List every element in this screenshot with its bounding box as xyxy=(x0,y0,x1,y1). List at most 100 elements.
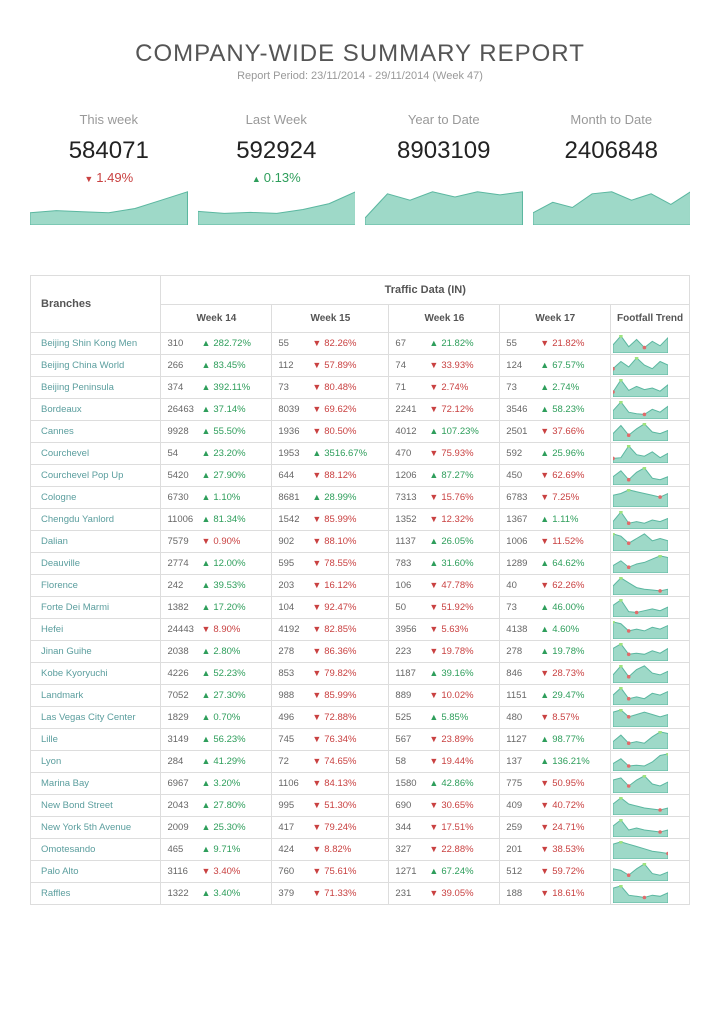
cell-pct: 51.92% xyxy=(429,602,473,613)
value-cell: 118739.16% xyxy=(389,663,500,685)
mini-sparkline xyxy=(613,687,668,705)
cell-number: 783 xyxy=(395,558,427,569)
value-cell: 992855.50% xyxy=(161,421,272,443)
cell-number: 1106 xyxy=(278,778,310,789)
cell-number: 690 xyxy=(395,800,427,811)
cell-pct: 92.47% xyxy=(312,602,356,613)
cell-pct: 5.63% xyxy=(429,624,468,635)
trend-cell xyxy=(611,707,690,729)
cell-number: 567 xyxy=(395,734,427,745)
cell-number: 1580 xyxy=(395,778,427,789)
cell-number: 7579 xyxy=(167,536,199,547)
value-cell: 5819.44% xyxy=(389,751,500,773)
branch-name: Lyon xyxy=(31,751,161,773)
page-subtitle: Report Period: 23/11/2014 - 29/11/2014 (… xyxy=(30,70,690,82)
cell-number: 1936 xyxy=(278,426,310,437)
cell-number: 4192 xyxy=(278,624,310,635)
table-row: Deauville277412.00%59578.55%78331.60%128… xyxy=(31,553,690,575)
kpi-change xyxy=(533,170,691,185)
value-cell: 20316.12% xyxy=(272,575,389,597)
value-cell: 51259.72% xyxy=(500,861,611,883)
value-cell: 803969.62% xyxy=(272,399,389,421)
table-row: Cologne67301.10%868128.99%731315.76%6783… xyxy=(31,487,690,509)
cell-number: 259 xyxy=(506,822,538,833)
cell-number: 1367 xyxy=(506,514,538,525)
cell-pct: 85.99% xyxy=(312,514,356,525)
cell-pct: 51.30% xyxy=(312,800,356,811)
kpi-sparkline xyxy=(198,190,356,225)
value-cell: 4808.57% xyxy=(500,707,611,729)
cell-number: 1006 xyxy=(506,536,538,547)
cell-pct: 15.76% xyxy=(429,492,473,503)
cell-number: 223 xyxy=(395,646,427,657)
cell-number: 417 xyxy=(278,822,310,833)
cell-number: 278 xyxy=(278,646,310,657)
value-cell: 113726.05% xyxy=(389,531,500,553)
cell-number: 327 xyxy=(395,844,427,855)
kpi-label: Year to Date xyxy=(365,112,523,127)
branch-name: Courchevel xyxy=(31,443,161,465)
cell-number: 889 xyxy=(395,690,427,701)
week-header: Week 16 xyxy=(389,305,500,333)
cell-number: 745 xyxy=(278,734,310,745)
cell-number: 644 xyxy=(278,470,310,481)
value-cell: 193680.50% xyxy=(272,421,389,443)
value-cell: 4012107.23% xyxy=(389,421,500,443)
kpi-card: Month to Date2406848 xyxy=(533,112,691,225)
cell-number: 73 xyxy=(278,382,310,393)
mini-sparkline xyxy=(613,357,668,375)
cell-number: 112 xyxy=(278,360,310,371)
cell-pct: 18.61% xyxy=(540,888,584,899)
cell-pct: 23.20% xyxy=(201,448,245,459)
cell-pct: 8.90% xyxy=(201,624,240,635)
trend-cell xyxy=(611,487,690,509)
kpi-label: Month to Date xyxy=(533,112,691,127)
branch-name: Beijing Peninsula xyxy=(31,377,161,399)
kpi-change xyxy=(365,170,523,185)
cell-pct: 46.00% xyxy=(540,602,584,613)
cell-number: 1271 xyxy=(395,866,427,877)
table-row: New Bond Street204327.80%99551.30%69030.… xyxy=(31,795,690,817)
cell-pct: 9.71% xyxy=(201,844,240,855)
value-cell: 1100681.34% xyxy=(161,509,272,531)
cell-number: 310 xyxy=(167,338,199,349)
cell-number: 2043 xyxy=(167,800,199,811)
value-cell: 128964.62% xyxy=(500,553,611,575)
cell-pct: 78.55% xyxy=(312,558,356,569)
table-row: Bordeaux2646337.14%803969.62%224172.12%3… xyxy=(31,399,690,421)
value-cell: 314956.23% xyxy=(161,729,272,751)
cell-number: 846 xyxy=(506,668,538,679)
cell-pct: 67.24% xyxy=(429,866,473,877)
branch-name: Hefei xyxy=(31,619,161,641)
value-cell: 12467.57% xyxy=(500,355,611,377)
value-cell: 18818.61% xyxy=(500,883,611,905)
cell-number: 409 xyxy=(506,800,538,811)
cell-number: 1127 xyxy=(506,734,538,745)
value-cell: 354658.23% xyxy=(500,399,611,421)
table-row: Landmark705227.30%98885.99%88910.02%1151… xyxy=(31,685,690,707)
cell-pct: 29.47% xyxy=(540,690,584,701)
value-cell: 204327.80% xyxy=(161,795,272,817)
cell-pct: 56.23% xyxy=(201,734,245,745)
table-row: Jinan Guihe20382.80%27886.36%22319.78%27… xyxy=(31,641,690,663)
value-cell: 5521.82% xyxy=(500,333,611,355)
cell-pct: 8.57% xyxy=(540,712,579,723)
value-cell: 78331.60% xyxy=(389,553,500,575)
value-cell: 39565.63% xyxy=(389,619,500,641)
cell-number: 188 xyxy=(506,888,538,899)
branch-name: Las Vegas City Center xyxy=(31,707,161,729)
value-cell: 41384.60% xyxy=(500,619,611,641)
cell-pct: 57.89% xyxy=(312,360,356,371)
cell-number: 7313 xyxy=(395,492,427,503)
value-cell: 154285.99% xyxy=(272,509,389,531)
value-cell: 11257.89% xyxy=(272,355,389,377)
value-cell: 74576.34% xyxy=(272,729,389,751)
branch-name: Beijing China World xyxy=(31,355,161,377)
cell-pct: 84.13% xyxy=(312,778,356,789)
cell-pct: 74.65% xyxy=(312,756,356,767)
cell-pct: 39.16% xyxy=(429,668,473,679)
cell-number: 480 xyxy=(506,712,538,723)
value-cell: 28441.29% xyxy=(161,751,272,773)
value-cell: 67301.10% xyxy=(161,487,272,509)
trend-cell xyxy=(611,883,690,905)
